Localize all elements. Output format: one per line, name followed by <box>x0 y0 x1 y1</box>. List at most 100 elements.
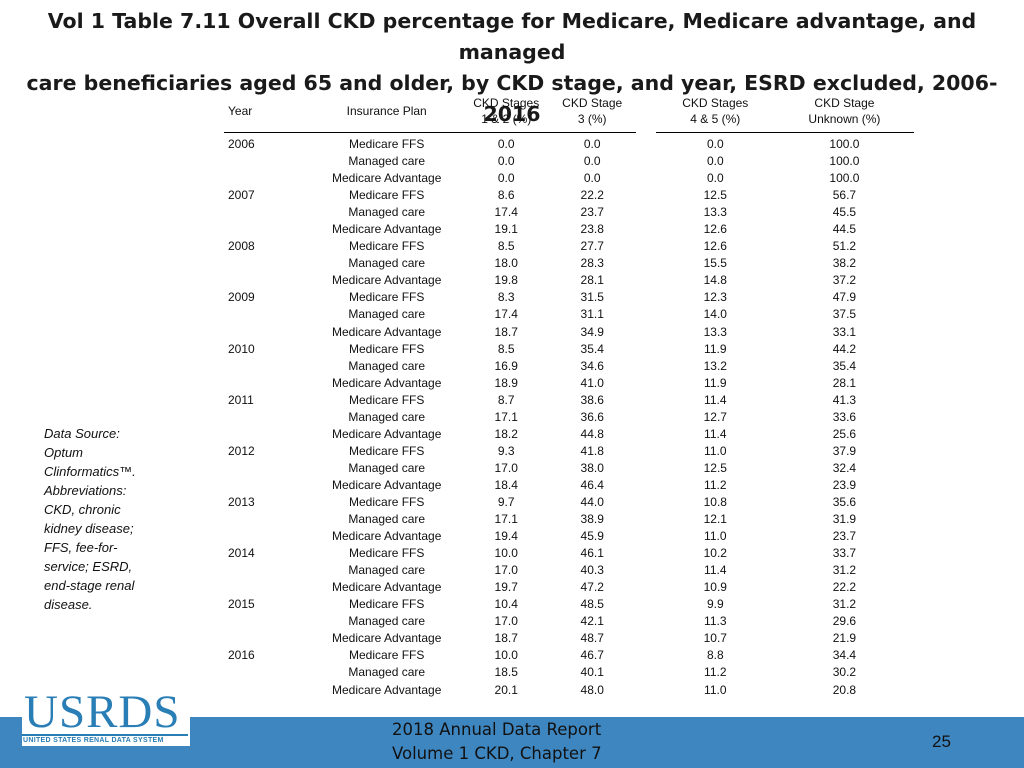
cell-year <box>224 358 309 375</box>
cell-ckd-1-2: 18.7 <box>494 631 518 646</box>
table-row: Managed care 17.1 36.6 12.7 33.6 <box>224 409 914 426</box>
cell-ckd-unknown: 28.1 <box>832 375 857 390</box>
table-row: Medicare Advantage 18.4 46.4 11.2 23.9 <box>224 477 914 494</box>
cell-ckd-3: 34.6 <box>580 358 604 373</box>
cell-ckd-4-5: 10.9 <box>703 580 727 595</box>
table-row: Medicare Advantage 18.9 41.0 11.9 28.1 <box>224 375 914 392</box>
cell-year: 2015 <box>228 597 255 612</box>
cell-ckd-4-5: 12.5 <box>703 460 727 475</box>
cell-insurance-plan: Managed care <box>348 154 426 169</box>
cell-insurance-plan: Medicare FFS <box>349 290 425 305</box>
cell-ckd-3: 48.0 <box>580 682 604 697</box>
cell-ckd-1-2: 16.9 <box>494 358 518 373</box>
cell-ckd-3: 31.1 <box>580 307 604 322</box>
cell-ckd-1-2: 17.0 <box>494 614 518 629</box>
cell-ckd-1-2: 8.5 <box>497 239 515 254</box>
cell-year <box>224 153 309 170</box>
cell-ckd-4-5: 10.8 <box>703 495 727 509</box>
cell-insurance-plan: Medicare Advantage <box>332 375 442 390</box>
cell-year <box>224 204 309 221</box>
cell-ckd-1-2: 8.3 <box>497 290 515 305</box>
cell-ckd-4-5: 9.9 <box>706 597 724 612</box>
cell-insurance-plan: Managed care <box>348 665 426 680</box>
table-row: 2006 Medicare FFS 0.0 0.0 0.0 100.0 <box>224 136 914 153</box>
cell-ckd-1-2: 17.0 <box>494 460 518 475</box>
cell-year <box>224 324 309 341</box>
header-ckd-stages-1-2-line2: 1 & 2 (%) <box>481 112 532 126</box>
cell-ckd-unknown: 21.9 <box>832 631 857 646</box>
footer-line-1: 2018 Annual Data Report <box>392 720 602 739</box>
table-row: Managed care 18.0 28.3 15.5 38.2 <box>224 255 914 272</box>
cell-insurance-plan: Medicare Advantage <box>332 222 442 237</box>
cell-gap <box>636 204 656 221</box>
table-row: 2007 Medicare FFS 8.6 22.2 12.5 56.7 <box>224 187 914 204</box>
cell-ckd-unknown: 33.1 <box>832 324 857 339</box>
note-line: FFS, fee-for- <box>44 540 118 555</box>
cell-ckd-unknown: 20.8 <box>832 682 857 697</box>
note-line: disease. <box>44 597 93 612</box>
cell-gap <box>636 664 656 681</box>
header-ckd-stage-3-line1: CKD Stage <box>562 96 623 110</box>
cell-ckd-4-5: 10.7 <box>703 631 727 646</box>
cell-gap <box>636 324 656 341</box>
cell-ckd-unknown: 35.6 <box>832 495 857 509</box>
cell-year: 2010 <box>228 341 255 356</box>
cell-ckd-3: 0.0 <box>583 171 601 186</box>
header-ckd-stages-4-5-line1: CKD Stages <box>682 96 749 110</box>
cell-insurance-plan: Medicare FFS <box>349 597 425 612</box>
cell-gap <box>636 341 656 358</box>
cell-insurance-plan: Medicare FFS <box>349 137 425 152</box>
cell-ckd-3: 38.6 <box>580 392 604 407</box>
cell-year <box>224 562 309 579</box>
cell-gap <box>636 613 656 630</box>
cell-ckd-4-5: 12.6 <box>703 239 727 254</box>
cell-year <box>224 272 309 289</box>
table-row: 2008 Medicare FFS 8.5 27.7 12.6 51.2 <box>224 238 914 255</box>
cell-ckd-1-2: 17.0 <box>494 563 518 578</box>
cell-ckd-1-2: 18.2 <box>494 426 518 441</box>
table-row: Managed care 0.0 0.0 0.0 100.0 <box>224 153 914 170</box>
note-line: CKD, chronic <box>44 502 121 517</box>
cell-gap <box>636 682 656 699</box>
header-ckd-stages-4-5: CKD Stages 4 & 5 (%) <box>655 90 775 133</box>
cell-gap <box>636 255 656 272</box>
cell-ckd-unknown: 44.2 <box>832 341 857 356</box>
cell-insurance-plan: Medicare FFS <box>349 239 425 254</box>
cell-ckd-1-2: 0.0 <box>497 137 515 152</box>
cell-ckd-3: 46.1 <box>580 546 604 561</box>
table-row: Medicare Advantage 19.7 47.2 10.9 22.2 <box>224 579 914 596</box>
note-line: service; ESRD, <box>44 559 133 574</box>
cell-ckd-unknown: 37.5 <box>832 307 857 322</box>
table-header-row: Year Insurance Plan CKD Stages 1 & 2 (%)… <box>224 90 914 133</box>
cell-gap <box>636 153 656 170</box>
cell-ckd-1-2: 20.1 <box>494 682 518 697</box>
cell-ckd-1-2: 18.4 <box>494 477 518 492</box>
table-row: Medicare Advantage 18.2 44.8 11.4 25.6 <box>224 426 914 443</box>
cell-gap <box>636 494 656 511</box>
cell-insurance-plan: Managed care <box>348 358 426 373</box>
cell-gap <box>636 511 656 528</box>
cell-ckd-4-5: 11.2 <box>704 477 727 492</box>
cell-ckd-4-5: 0.0 <box>706 171 724 186</box>
cell-ckd-1-2: 18.9 <box>494 375 518 390</box>
cell-year <box>224 630 309 647</box>
cell-ckd-1-2: 18.7 <box>494 324 518 339</box>
cell-gap <box>636 647 656 664</box>
cell-year <box>224 375 309 392</box>
cell-ckd-3: 46.4 <box>580 477 604 492</box>
cell-insurance-plan: Medicare Advantage <box>332 529 442 544</box>
cell-gap <box>636 426 656 443</box>
logo-wordmark: USRDS <box>24 686 181 738</box>
logo-subtitle: UNITED STATES RENAL DATA SYSTEM <box>23 737 164 744</box>
ckd-percentage-table: Year Insurance Plan CKD Stages 1 & 2 (%)… <box>224 90 914 699</box>
cell-ckd-unknown: 37.2 <box>832 273 857 288</box>
cell-year: 2007 <box>228 188 255 203</box>
header-year: Year <box>224 90 310 133</box>
cell-insurance-plan: Medicare FFS <box>349 341 425 356</box>
cell-gap <box>636 238 656 255</box>
cell-insurance-plan: Managed care <box>348 307 426 322</box>
cell-gap <box>636 630 656 647</box>
cell-ckd-3: 23.8 <box>580 222 604 237</box>
cell-ckd-3: 47.2 <box>580 580 604 595</box>
cell-gap <box>636 528 656 545</box>
